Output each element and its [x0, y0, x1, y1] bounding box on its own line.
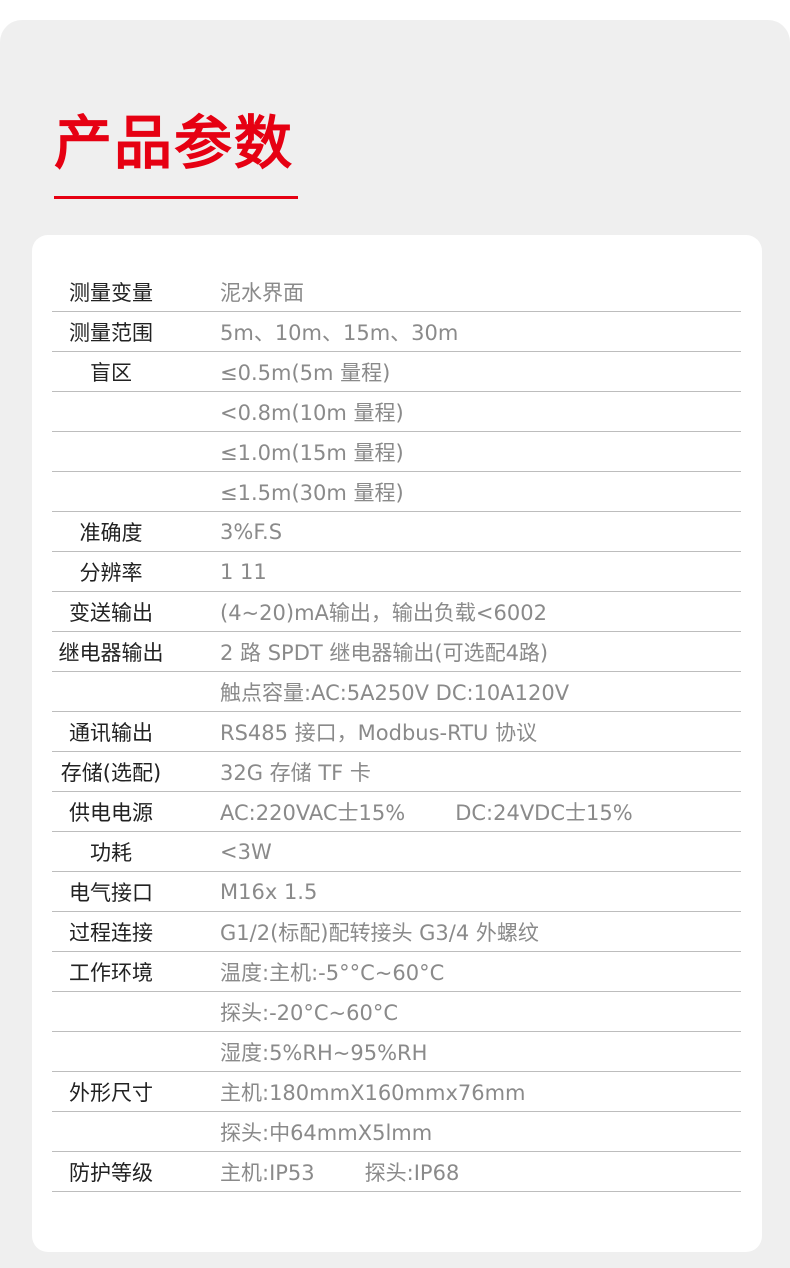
spec-row: 防护等级 主机:IP53 探头:IP68 [52, 1152, 741, 1192]
spec-label: 测量变量 [69, 280, 153, 305]
spec-row: 盲区 ≤0.5m(5m 量程) [52, 352, 741, 392]
spec-table: 测量变量 泥水界面测量范围 5m、10m、15m、30m 盲区 ≤0.5m(5m 量程)… [52, 272, 741, 1192]
spec-row: 湿度:5%RH~95%RH [52, 1032, 741, 1072]
spec-label: 变送输出 [69, 600, 153, 625]
spec-value: 1 11 [220, 559, 267, 584]
page-title: 产品参数 [54, 109, 295, 177]
spec-label: 存储(选配) [60, 760, 162, 785]
spec-label: 盲区 [90, 360, 132, 385]
spec-value: 主机:IP53 [220, 1160, 315, 1185]
spec-row: 测量变量 泥水界面 [52, 272, 741, 312]
spec-row: <0.8m(10m 量程) [52, 392, 741, 432]
spec-card [32, 235, 762, 1252]
spec-label: 测量范围 [69, 320, 153, 345]
spec-row: ≤1.0m(15m 量程) [52, 432, 741, 472]
spec-value: 湿度:5%RH~95%RH [220, 1040, 428, 1065]
spec-label: 电气接口 [69, 880, 153, 905]
spec-value: 2 路 SPDT 继电器输出(可选配4路) [220, 640, 549, 665]
title-underline [54, 196, 298, 199]
spec-value-secondary: 探头:IP68 [364, 1160, 460, 1185]
spec-value: 5m、10m、15m、30m [220, 320, 459, 345]
spec-label: 通讯输出 [69, 720, 153, 745]
spec-value: 泥水界面 [220, 280, 304, 305]
spec-label: 功耗 [90, 840, 132, 865]
spec-row: ≤1.5m(30m 量程) [52, 472, 741, 512]
spec-row: 外形尺寸 主机:180mmX160mmx76mm [52, 1072, 741, 1112]
spec-value: ≤1.0m(15m 量程) [220, 440, 404, 465]
spec-row: 分辨率 1 11 [52, 552, 741, 592]
spec-row: 测量范围 5m、10m、15m、30m [52, 312, 741, 352]
spec-label: 过程连接 [69, 920, 153, 945]
spec-label: 分辨率 [79, 560, 143, 585]
spec-value: ≤0.5m(5m 量程) [220, 360, 391, 385]
spec-row: 过程连接 G1/2(标配)配转接头 G3/4 外螺纹 [52, 912, 741, 952]
spec-row: 继电器输出 2 路 SPDT 继电器输出(可选配4路) [52, 632, 741, 672]
spec-row: 存储(选配) 32G 存储 TF 卡 [52, 752, 741, 792]
spec-value: G1/2(标配)配转接头 G3/4 外螺纹 [220, 920, 539, 945]
spec-row: 工作环境 温度:主机:-5°°C~60°C [52, 952, 741, 992]
spec-value: RS485 接口，Modbus-RTU 协议 [220, 720, 538, 745]
spec-value: 触点容量:AC:5A250V DC:10A120V [220, 680, 570, 705]
spec-value-secondary: DC:24VDC士15% [455, 800, 633, 825]
spec-value: 32G 存储 TF 卡 [220, 760, 371, 785]
spec-label: 供电电源 [69, 800, 153, 825]
spec-row: 通讯输出 RS485 接口，Modbus-RTU 协议 [52, 712, 741, 752]
spec-label: 继电器输出 [58, 640, 164, 665]
spec-row: 变送输出 (4~20)mA输出，输出负载<6002 [52, 592, 741, 632]
spec-label: 工作环境 [69, 960, 153, 985]
spec-value: <0.8m(10m 量程) [220, 400, 404, 425]
spec-row: 探头:-20°C~60°C [52, 992, 741, 1032]
spec-value: (4~20)mA输出，输出负载<6002 [220, 600, 547, 625]
spec-row: 探头:中64mmX5lmm [52, 1112, 741, 1152]
spec-value: 探头:-20°C~60°C [220, 1000, 399, 1025]
spec-row: 触点容量:AC:5A250V DC:10A120V [52, 672, 741, 712]
spec-label: 防护等级 [69, 1160, 153, 1185]
spec-value: <3W [220, 839, 272, 864]
spec-value: AC:220VAC士15% [220, 800, 406, 825]
spec-row: 电气接口 M16x 1.5 [52, 872, 741, 912]
spec-value: M16x 1.5 [220, 879, 318, 904]
spec-label: 准确度 [79, 520, 143, 545]
spec-value: 主机:180mmX160mmx76mm [220, 1080, 526, 1105]
spec-value: 温度:主机:-5°°C~60°C [220, 960, 445, 985]
spec-row: 供电电源 AC:220VAC士15% DC:24VDC士15% [52, 792, 741, 832]
spec-row: 准确度 3%F.S [52, 512, 741, 552]
spec-value: ≤1.5m(30m 量程) [220, 480, 404, 505]
spec-value: 探头:中64mmX5lmm [220, 1120, 433, 1145]
spec-value: 3%F.S [220, 519, 283, 544]
spec-label: 外形尺寸 [69, 1080, 153, 1105]
spec-row: 功耗 <3W [52, 832, 741, 872]
